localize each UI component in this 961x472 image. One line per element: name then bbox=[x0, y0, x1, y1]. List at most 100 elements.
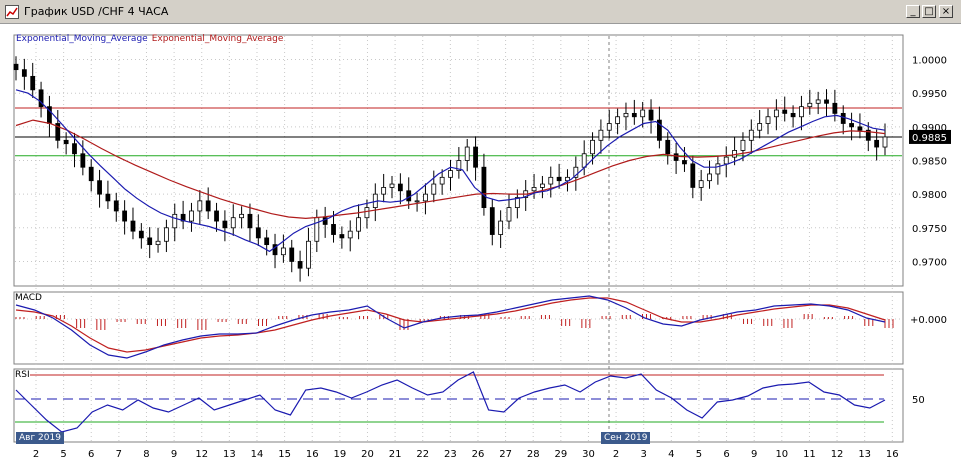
close-button[interactable]: × bbox=[939, 5, 953, 18]
x-axis-tick-label: 6 bbox=[88, 449, 94, 460]
candle-body bbox=[556, 176, 562, 182]
candle-body bbox=[824, 99, 829, 104]
candle-body bbox=[72, 143, 77, 155]
candle-body bbox=[214, 210, 219, 222]
candle-body bbox=[306, 240, 311, 269]
window-title: График USD /CHF 4 ЧАСА bbox=[24, 5, 169, 18]
candle-body bbox=[673, 153, 679, 161]
x-axis-tick-label: 10 bbox=[775, 449, 788, 460]
candle-body bbox=[581, 153, 587, 168]
candle-body bbox=[239, 213, 245, 219]
candle-body bbox=[38, 89, 44, 108]
candle-body bbox=[656, 119, 662, 141]
macd-line bbox=[15, 295, 886, 359]
x-axis-tick-label: 28 bbox=[527, 449, 540, 460]
ema-fast-line bbox=[15, 89, 886, 253]
candle-body bbox=[97, 180, 102, 195]
candle-body bbox=[590, 139, 595, 155]
candle-body bbox=[464, 146, 470, 161]
x-axis-tick-label: 22 bbox=[416, 449, 429, 460]
price-axis-label: 0.9750 bbox=[912, 224, 947, 235]
candle-body bbox=[790, 112, 796, 118]
candle-body bbox=[874, 139, 880, 148]
candle-body bbox=[230, 217, 236, 229]
x-axis-tick-label: 13 bbox=[858, 449, 871, 460]
candle-body bbox=[698, 180, 704, 188]
candle-body bbox=[147, 237, 153, 246]
x-axis-tick-label: 2 bbox=[613, 449, 619, 460]
rsi-axis-label: 50 bbox=[912, 395, 925, 406]
candle-body bbox=[164, 227, 169, 242]
macd-panel bbox=[13, 291, 904, 365]
x-axis-tick-label: 8 bbox=[143, 449, 149, 460]
maximize-button[interactable]: □ bbox=[922, 5, 936, 18]
candle-body bbox=[456, 160, 462, 171]
candle-body bbox=[105, 193, 111, 202]
candle-body bbox=[13, 63, 19, 71]
candle-body bbox=[489, 207, 495, 235]
candle-body bbox=[189, 210, 194, 222]
rsi-label: RSI bbox=[15, 370, 30, 380]
candle-body bbox=[264, 237, 270, 246]
candle-body bbox=[665, 139, 671, 155]
x-axis-tick-label: 5 bbox=[696, 449, 702, 460]
x-axis-tick-label: 29 bbox=[554, 449, 567, 460]
candle-body bbox=[506, 207, 512, 222]
candle-body bbox=[715, 163, 721, 175]
x-axis-tick-label: 12 bbox=[831, 449, 844, 460]
candle-body bbox=[414, 200, 420, 203]
x-axis-tick-label: 21 bbox=[389, 449, 402, 460]
candle-body bbox=[682, 160, 687, 165]
candle-body bbox=[598, 129, 604, 141]
candle-body bbox=[222, 220, 228, 229]
candle-body bbox=[197, 200, 203, 212]
candle-body bbox=[30, 75, 36, 91]
price-axis-label: 0.9850 bbox=[912, 157, 947, 168]
candle-body bbox=[322, 217, 328, 225]
candle-body bbox=[514, 197, 520, 209]
candle-body bbox=[272, 244, 278, 256]
x-axis-tick-label: 13 bbox=[223, 449, 236, 460]
candle-body bbox=[548, 176, 554, 185]
candle-body bbox=[799, 106, 804, 118]
candle-body bbox=[540, 183, 545, 188]
legend-ema-fast: Exponential_Moving_Average bbox=[16, 34, 148, 44]
candle-body bbox=[565, 176, 570, 182]
candle-body bbox=[723, 156, 729, 165]
x-axis-tick-label: 16 bbox=[886, 449, 899, 460]
candle-body bbox=[690, 163, 696, 188]
minimize-button[interactable]: _ bbox=[906, 5, 920, 18]
candle-body bbox=[623, 112, 629, 118]
candle-body bbox=[840, 112, 846, 124]
candle-body bbox=[297, 261, 303, 269]
price-axis-label: 0.9700 bbox=[912, 257, 947, 268]
candle-body bbox=[356, 217, 361, 232]
x-axis-tick-label: 7 bbox=[116, 449, 122, 460]
window-titlebar: График USD /CHF 4 ЧАСА _ □ × bbox=[0, 0, 961, 24]
date-flag-sep: Сен 2019 bbox=[601, 432, 651, 444]
candle-body bbox=[606, 123, 612, 131]
candle-body bbox=[573, 166, 579, 178]
candle-body bbox=[857, 126, 863, 131]
candle-body bbox=[155, 240, 161, 246]
candle-body bbox=[21, 69, 27, 77]
candle-body bbox=[473, 146, 478, 168]
candle-body bbox=[431, 183, 437, 195]
x-axis-tick-label: 16 bbox=[306, 449, 319, 460]
chart-app-icon bbox=[5, 5, 19, 19]
candle-body bbox=[339, 234, 345, 239]
candle-body bbox=[347, 230, 353, 239]
candle-body bbox=[423, 193, 428, 202]
x-axis-tick-label: 30 bbox=[582, 449, 595, 460]
candle-body bbox=[757, 123, 763, 131]
candle-body bbox=[732, 150, 737, 158]
candle-body bbox=[773, 109, 779, 118]
candle-body bbox=[615, 116, 621, 124]
candle-body bbox=[498, 220, 504, 235]
candle-body bbox=[865, 129, 871, 141]
candle-body bbox=[205, 200, 211, 212]
rsi-panel bbox=[13, 368, 904, 443]
ema-slow-line bbox=[15, 119, 886, 220]
current-price-value: 0.9885 bbox=[912, 133, 947, 144]
